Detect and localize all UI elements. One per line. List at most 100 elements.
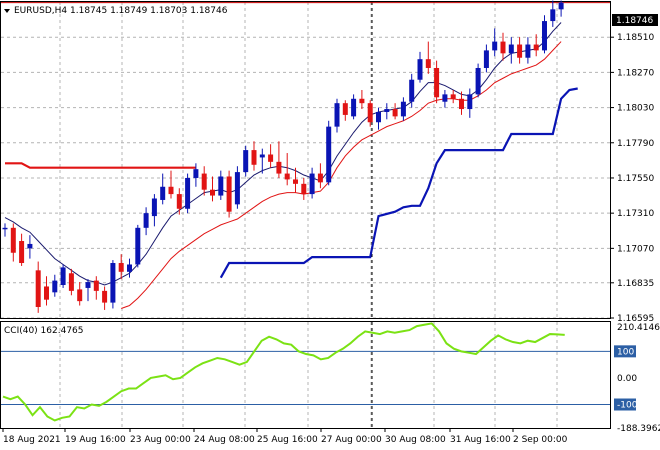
price-tick-label: 1.17550 <box>617 174 654 184</box>
candle-body <box>492 41 498 51</box>
candle-body <box>210 189 215 196</box>
slow-moving-average-line <box>121 41 562 309</box>
candle-body <box>459 98 464 110</box>
candle-body <box>558 2 564 10</box>
candle-body <box>251 150 257 165</box>
candle-body <box>243 150 249 173</box>
candle-body <box>409 79 415 102</box>
candle-body <box>434 67 440 98</box>
cci-level-label: -100 <box>617 401 638 411</box>
candle-body <box>359 98 365 104</box>
candle-body <box>151 198 157 217</box>
price-tick-label: 1.18510 <box>617 33 654 43</box>
candle-body <box>542 21 547 51</box>
candle-body <box>10 227 16 253</box>
candle-body <box>425 59 431 68</box>
candle-body <box>201 173 207 190</box>
candle-body <box>400 101 406 117</box>
candle-body <box>44 286 49 300</box>
candle-body <box>234 172 240 205</box>
cci-axis: 210.4146 100 0.00 -100 -188.3962 <box>614 323 660 434</box>
candle-body <box>475 67 481 95</box>
candle-body <box>550 9 556 22</box>
candle-body <box>309 173 315 195</box>
candle-body <box>102 290 108 303</box>
candle-body <box>85 282 91 288</box>
symbol-menu-triangle-icon[interactable] <box>4 9 10 13</box>
candle-body <box>19 241 25 264</box>
time-tick-label: 30 Aug 08:00 <box>385 435 446 445</box>
price-tick-label: 1.16595 <box>617 314 654 324</box>
candle-body <box>500 41 506 54</box>
candle-body <box>176 194 182 209</box>
candle-body <box>326 126 332 183</box>
price-axis: 1.18510 1.18270 1.18030 1.17790 1.17550 1.173… <box>610 33 654 324</box>
candle-body <box>259 154 265 158</box>
candle-body <box>2 227 8 230</box>
price-tick-label: 1.17070 <box>617 244 654 254</box>
time-tick-label: 24 Aug 08:00 <box>194 435 255 445</box>
candle-body <box>508 44 514 54</box>
time-tick-label: 25 Aug 16:00 <box>257 435 318 445</box>
candle-body <box>533 44 539 51</box>
cci-series <box>1 322 610 422</box>
candle-body <box>417 59 423 80</box>
candle-body <box>127 264 132 272</box>
price-series <box>2 0 578 313</box>
candle-body <box>218 176 224 196</box>
candle-body <box>60 267 66 286</box>
candle-body <box>334 103 340 127</box>
fast-moving-average-line <box>4 22 562 286</box>
current-price-box <box>612 14 658 26</box>
stop-level-line <box>5 162 196 169</box>
candle-body <box>168 186 174 195</box>
candle-body <box>317 173 323 183</box>
time-tick-label: 18 Aug 2021 <box>3 435 61 445</box>
cci-tick-label: 0.00 <box>617 374 637 384</box>
time-tick-label: 27 Aug 00:00 <box>321 435 382 445</box>
candle-body <box>185 177 191 209</box>
candle-body <box>160 186 166 200</box>
candle-body <box>68 273 74 291</box>
candle-body <box>193 169 199 178</box>
candle-body <box>450 94 456 99</box>
candle-body <box>442 94 448 102</box>
candle-body <box>351 98 357 117</box>
candle-body <box>110 263 116 303</box>
price-tick-label: 1.17310 <box>617 209 654 219</box>
candle-body <box>27 243 33 249</box>
candle-body <box>392 109 398 117</box>
chart-grid <box>1 2 610 428</box>
candle-body <box>52 280 58 293</box>
cci-level-tag <box>614 345 636 358</box>
candle-body <box>525 44 531 58</box>
cci-tick-label: -188.3962 <box>617 424 660 434</box>
candle-body <box>143 213 149 228</box>
candle-body <box>276 161 282 174</box>
price-tick-label: 1.16835 <box>617 279 654 289</box>
time-axis: 18 Aug 2021 19 Aug 16:00 23 Aug 00:00 24 Au… <box>2 428 568 445</box>
current-price-value: 1.18746 <box>616 16 653 26</box>
price-tick-label: 1.18270 <box>617 68 654 78</box>
price-pane-border <box>0 1 611 319</box>
candle-body <box>293 179 298 184</box>
candle-body <box>268 154 274 162</box>
candle-body <box>118 263 124 272</box>
candle-body <box>77 289 83 302</box>
candle-body <box>93 280 99 291</box>
time-tick-label: 23 Aug 00:00 <box>130 435 191 445</box>
cci-level-tag <box>614 398 636 411</box>
stop-level-line <box>219 87 578 279</box>
candle-body <box>367 103 373 123</box>
candle-body <box>284 173 290 180</box>
candle-body <box>226 176 232 212</box>
candle-body <box>517 44 523 58</box>
cci-level-label: 100 <box>617 347 634 357</box>
chart-header[interactable]: EURUSD,H4 1.18745 1.18749 1.18703 1.1874… <box>4 6 228 16</box>
cci-tick-label: 210.4146 <box>617 323 660 333</box>
candle-body <box>467 94 473 110</box>
cci-line <box>2 322 565 422</box>
price-tick-label: 1.17790 <box>617 139 654 149</box>
time-tick-label: 2 Sep 00:00 <box>513 435 568 445</box>
